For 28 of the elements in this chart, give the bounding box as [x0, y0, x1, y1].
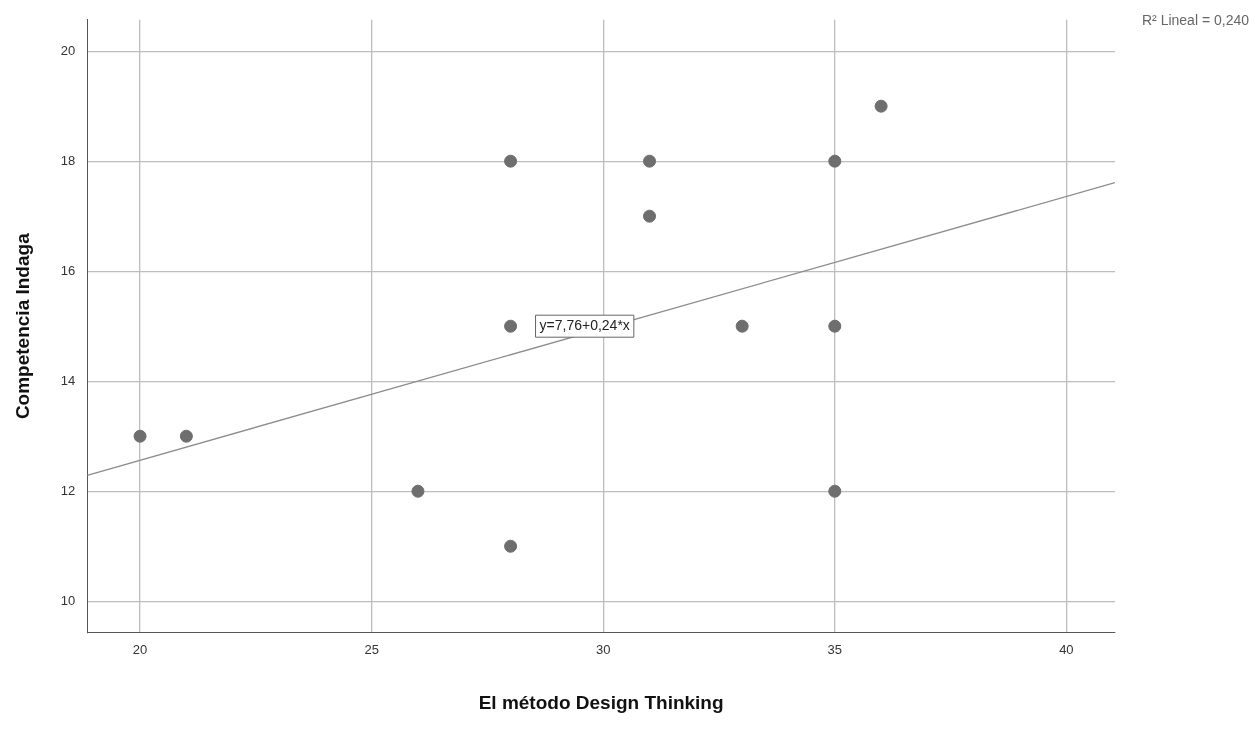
point [828, 154, 842, 168]
y-tick-label: 18 [60, 152, 76, 168]
x-tick-label: 20 [132, 641, 148, 657]
y-axis-title: Competencia Indaga [11, 232, 33, 420]
text: R² Lineal = 0,240 [1141, 11, 1250, 28]
x-axis-title: El método Design Thinking [478, 691, 724, 713]
point [504, 539, 518, 553]
x-tick-label: 35 [827, 641, 843, 657]
point [411, 484, 425, 498]
x-tick-label: 30 [595, 641, 611, 657]
y-tick-label: 20 [60, 42, 76, 58]
point [504, 154, 518, 168]
point [874, 99, 888, 113]
x-tick-label: 25 [364, 641, 379, 657]
point [179, 429, 193, 443]
annotation: y=7,76+0,24*x [539, 317, 630, 334]
point [828, 319, 842, 333]
point [133, 429, 147, 443]
point [643, 209, 657, 223]
x-tick-label: 40 [1059, 641, 1074, 657]
point [643, 154, 657, 168]
y-tick-label: 14 [60, 372, 76, 388]
y-tick-label: 16 [60, 262, 76, 278]
point [828, 484, 842, 498]
point [504, 319, 518, 333]
point [735, 319, 749, 333]
y-tick-label: 12 [60, 482, 76, 498]
y-tick-label: 10 [60, 592, 76, 608]
